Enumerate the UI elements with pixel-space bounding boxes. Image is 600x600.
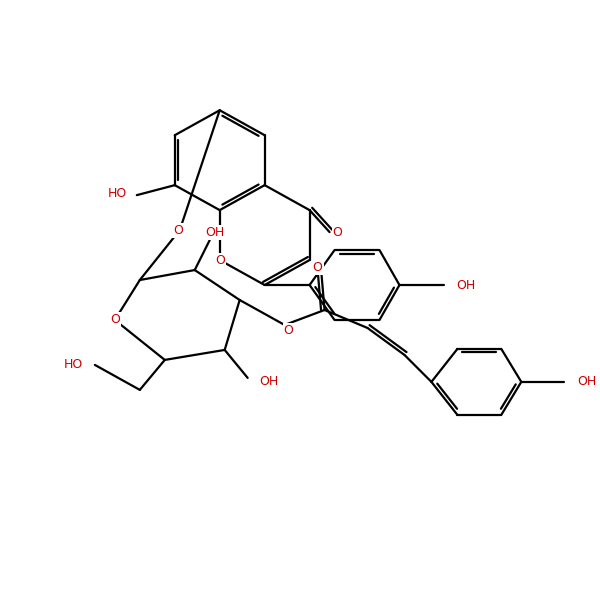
Text: OH: OH <box>205 226 224 239</box>
Text: OH: OH <box>577 376 596 388</box>
Text: O: O <box>110 313 120 326</box>
Text: OH: OH <box>457 278 476 292</box>
Text: O: O <box>313 260 323 274</box>
Text: O: O <box>173 224 182 236</box>
Text: O: O <box>284 325 293 337</box>
Text: O: O <box>332 226 343 239</box>
Text: OH: OH <box>260 376 279 388</box>
Text: O: O <box>215 254 224 266</box>
Text: HO: HO <box>64 358 83 371</box>
Text: HO: HO <box>107 187 127 200</box>
